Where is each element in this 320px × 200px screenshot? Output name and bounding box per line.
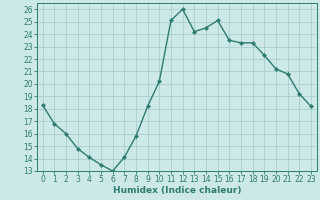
X-axis label: Humidex (Indice chaleur): Humidex (Indice chaleur) [113, 186, 241, 195]
